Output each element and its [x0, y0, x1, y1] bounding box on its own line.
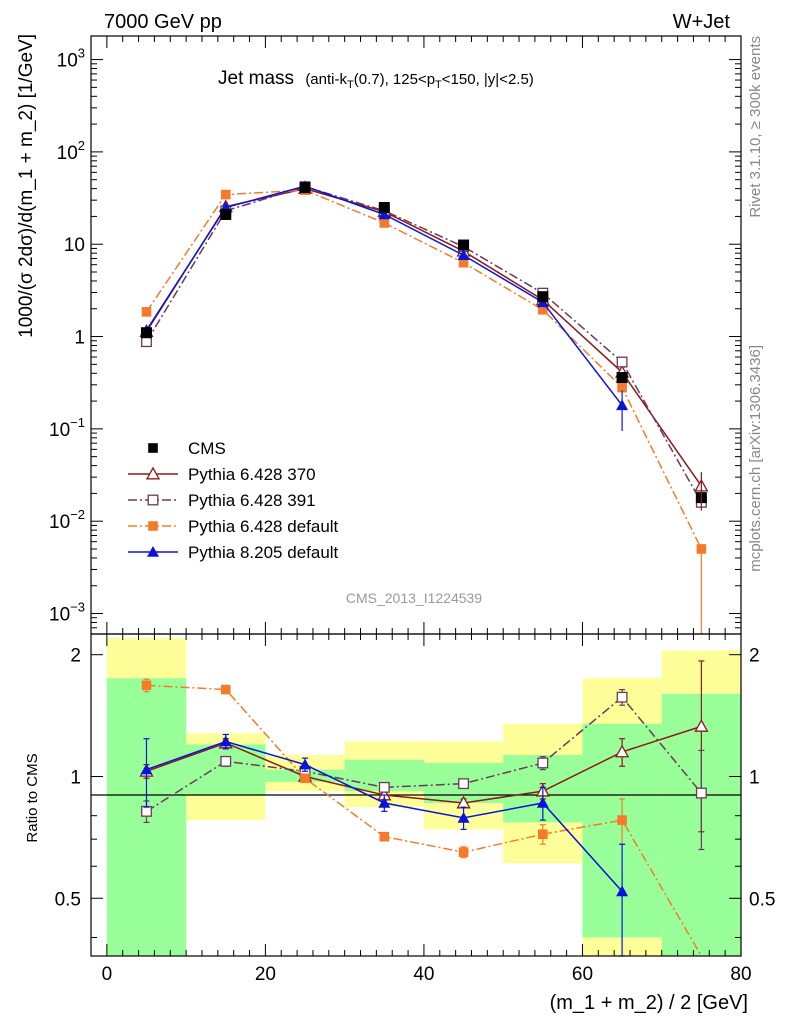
title-main: Jet mass: [218, 68, 294, 89]
y-tick-label: 10−3: [49, 600, 85, 626]
ratio-point-2: [141, 680, 152, 691]
ratio-point-1: [378, 781, 390, 793]
ratio-point-1: [695, 787, 707, 799]
ratio-point-0: [694, 719, 709, 732]
series-point-3: [378, 208, 391, 220]
x-axis-label: (m_1 + m_2) / 2 [GeV]: [550, 992, 748, 1014]
legend-label: Pythia 8.205 default: [188, 543, 339, 562]
ratio-panel: 2 2 1 1 0.5 0.5 0 20 40 60 80: [55, 36, 775, 985]
ratio-line-1: [146, 696, 702, 812]
legend-marker: [148, 443, 158, 453]
ratio-point-2: [538, 829, 548, 840]
ratio-point-2: [300, 773, 310, 784]
ratio-tick-label-right: 2: [749, 646, 760, 667]
ratio-point-2: [379, 831, 390, 842]
ratio-point-3: [457, 811, 470, 823]
cms-data-point: [220, 208, 232, 220]
series-point-3: [457, 249, 470, 261]
cms-data-point: [140, 327, 152, 339]
title-sub-t2: T: [435, 79, 442, 91]
legend-marker: [148, 521, 158, 531]
ratio-tick-label: 0.5: [55, 889, 81, 910]
y-tick-label: 103: [57, 46, 85, 72]
legend-marker: [145, 466, 161, 480]
series-line-1: [145, 185, 703, 503]
ratio-y-axis-label: Ratio to CMS: [24, 753, 41, 842]
legend-label: Pythia 6.428 370: [188, 465, 316, 484]
watermark: CMS_2013_I1224539: [346, 590, 482, 606]
series-point-1: [141, 336, 152, 348]
legend-marker: [147, 494, 159, 506]
ratio-point-2: [458, 847, 469, 857]
series-line-0: [145, 187, 702, 487]
ratio-point-2: [617, 815, 627, 825]
cms-data-point: [378, 201, 390, 213]
title-sub-2: (0.7), 125<p: [354, 71, 435, 88]
y-tick-label: 102: [57, 138, 85, 164]
series-point-2: [617, 382, 627, 393]
series-point-2: [141, 307, 152, 317]
legend-marker: [147, 546, 159, 557]
mcplots-label: mcplots.cern.ch [arXiv:1306.3436]: [747, 345, 764, 572]
ratio-point-1: [458, 778, 470, 790]
legend-label: CMS: [188, 439, 226, 458]
series-point-2: [458, 257, 469, 268]
title-sub-3: <150, |y|<2.5): [442, 71, 534, 88]
header-right: W+Jet: [673, 11, 731, 33]
ratio-tick-label-right: 0.5: [749, 889, 775, 910]
ratio-tick-label: 1: [70, 767, 81, 788]
x-tick-label: 20: [255, 964, 276, 985]
ratio-point-1: [537, 757, 549, 769]
ratio-point-3: [378, 796, 391, 808]
rivet-label: Rivet 3.1.10, ≥ 300k events: [747, 36, 764, 218]
legend: CMS Pythia 6.428 370 Pythia 6.428 391 Pythi…: [128, 439, 339, 562]
y-tick-label: 10: [64, 235, 85, 256]
series-point-2: [379, 218, 390, 228]
x-tick-label: 80: [730, 964, 751, 985]
cms-data-point: [299, 182, 311, 194]
title-sub-1: (anti-k: [305, 71, 347, 88]
chart-title: Jet mass (anti-kT(0.7), 125<pT<150, |y|<…: [218, 68, 534, 91]
ratio-tick-label-right: 1: [749, 767, 760, 788]
ratio-tick-label: 2: [70, 646, 81, 667]
x-tick-label: 40: [413, 964, 434, 985]
y-tick-label: 10−2: [49, 507, 85, 533]
cms-data-point: [537, 291, 549, 303]
ratio-point-2: [220, 684, 231, 695]
y-tick-label: 1: [74, 328, 85, 349]
ratio-point-0: [614, 744, 630, 758]
main-panel: 10−3 10−2 10−1 1 10 102 103: [49, 35, 742, 635]
series-line-2: [145, 189, 703, 550]
series-point-2: [538, 304, 548, 315]
legend-label: Pythia 6.428 391: [188, 491, 316, 510]
ratio-point-3: [616, 885, 629, 897]
ratio-point-3: [140, 763, 153, 775]
series-point-2: [220, 189, 231, 200]
y-tick-label: 10−1: [49, 415, 85, 441]
ratio-point-3: [299, 758, 312, 770]
x-tick-label: 0: [102, 964, 113, 985]
ratio-point-1: [220, 755, 232, 767]
ratio-point-1: [141, 805, 152, 817]
series-point-1: [616, 356, 628, 368]
ratio-line-0: [146, 725, 702, 804]
x-tick-label: 60: [572, 964, 593, 985]
header-left: 7000 GeV pp: [104, 11, 222, 33]
ratio-point-1: [616, 691, 628, 703]
title-sub-t1: T: [347, 79, 354, 91]
y-axis-label: 1000/(σ 2dσ)/d(m_1 + m_2) [1/GeV]: [16, 34, 37, 338]
cms-data-point: [458, 239, 470, 251]
cms-data-point: [616, 372, 628, 384]
ratio-point-3: [219, 735, 232, 747]
ratio-point-3: [536, 796, 549, 808]
legend-label: Pythia 6.428 default: [188, 517, 339, 536]
